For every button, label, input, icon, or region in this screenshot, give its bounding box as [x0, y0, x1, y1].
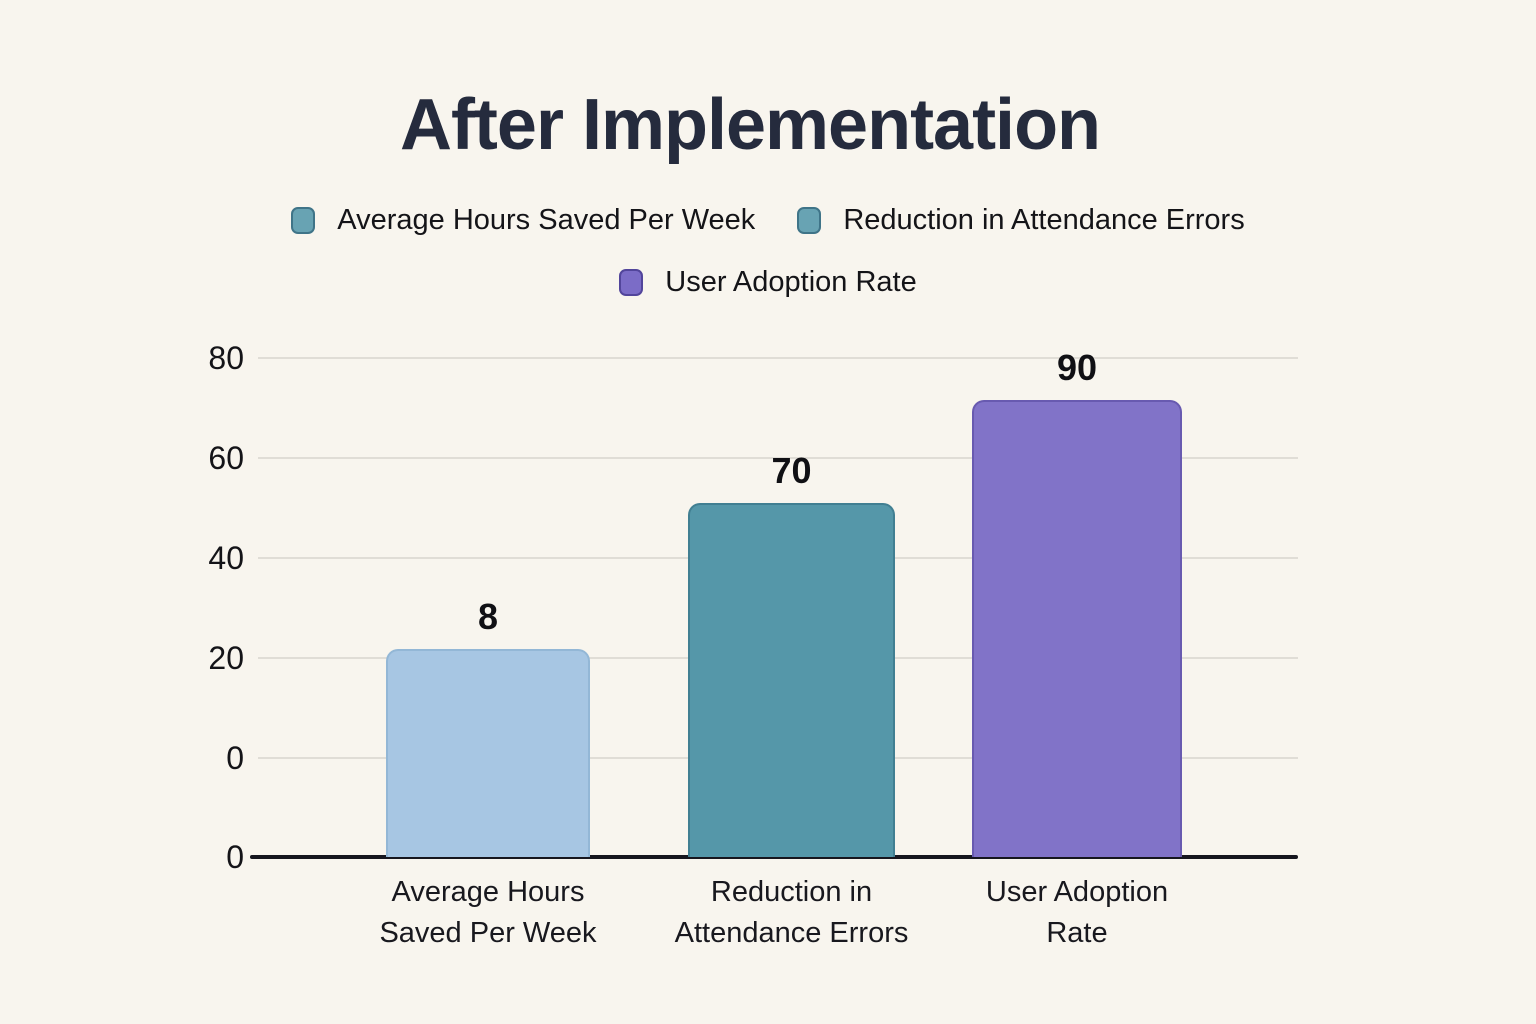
- legend-swatch-icon: [291, 207, 316, 234]
- x-tick-label-line: Rate: [1046, 917, 1108, 949]
- legend-swatch-icon: [797, 207, 822, 234]
- legend-item: User Adoption Rate: [619, 266, 917, 299]
- y-tick-label: 80: [208, 340, 244, 376]
- legend-row: Average Hours Saved Per Week Reduction in…: [0, 204, 1536, 237]
- legend-label: Reduction in Attendance Errors: [843, 204, 1245, 236]
- x-tick-label-line: Saved Per Week: [379, 917, 597, 949]
- x-tick-label-line: Attendance Errors: [674, 917, 909, 949]
- legend-label: Average Hours Saved Per Week: [337, 204, 756, 236]
- y-tick-label: 60: [208, 440, 244, 476]
- x-tick-label: Average Hours Saved Per Week: [318, 872, 658, 954]
- y-tick-label-baseline: 0: [226, 839, 244, 875]
- legend-row: User Adoption Rate: [0, 266, 1536, 299]
- chart-title: After Implementation: [399, 85, 1101, 165]
- x-tick-label: User Adoption Rate: [907, 872, 1247, 954]
- bar: [972, 400, 1182, 857]
- bar-value-label: 90: [1056, 347, 1098, 388]
- x-tick-label: Reduction in Attendance Errors: [622, 872, 962, 954]
- legend-item: Average Hours Saved Per Week: [291, 204, 755, 237]
- y-tick-label: 0: [226, 740, 244, 776]
- y-tick-label: 20: [208, 640, 244, 676]
- bar: [386, 649, 590, 857]
- bar-value-label: 70: [771, 450, 812, 491]
- y-gridline: [258, 357, 1298, 359]
- y-gridline: [258, 457, 1298, 459]
- legend-item: Reduction in Attendance Errors: [797, 204, 1245, 237]
- x-tick-label-line: User Adoption: [985, 876, 1169, 908]
- x-axis-line: [250, 855, 1298, 859]
- y-tick-label: 40: [208, 540, 244, 576]
- legend-label: User Adoption Rate: [665, 266, 917, 298]
- bar-value-label: 8: [477, 596, 499, 637]
- x-tick-label-line: Reduction in: [710, 876, 873, 908]
- bar: [688, 503, 895, 857]
- x-tick-label-line: Average Hours: [391, 876, 585, 908]
- legend-swatch-icon: [619, 269, 644, 296]
